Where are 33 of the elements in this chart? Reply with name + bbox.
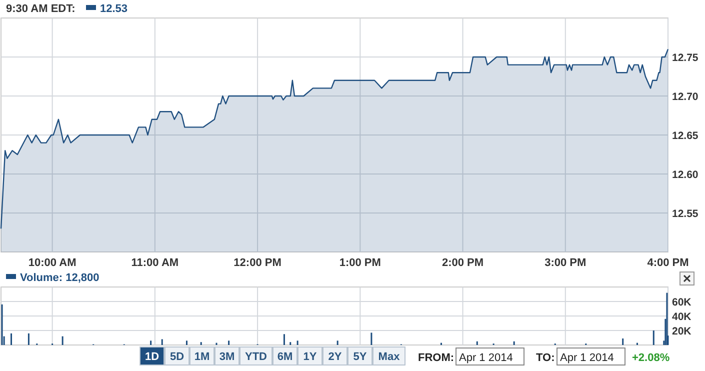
text: Apr 1 2014: [459, 352, 513, 364]
text: FROM:: [418, 352, 454, 364]
x-tick-label: 12:00 PM: [234, 257, 282, 269]
text: 2Y: [328, 351, 342, 363]
x-tick-label: 2:00 PM: [442, 257, 484, 269]
text: 1D: [144, 351, 160, 363]
y-tick-label: 12.60: [672, 169, 698, 181]
y-tick-label: 12.70: [672, 91, 698, 103]
text: YTD: [245, 351, 268, 363]
y-tick-label: 12.55: [672, 208, 698, 220]
text: 5Y: [353, 351, 368, 363]
y-tick-label: 20K: [672, 326, 692, 338]
text: Apr 1 2014: [560, 352, 614, 364]
x-tick-label: 3:00 PM: [544, 257, 586, 269]
text: TO:: [536, 352, 555, 364]
y-tick-label: 40K: [672, 311, 692, 323]
x-tick-label: 10:00 AM: [28, 257, 76, 269]
text: 9:30 AM EDT:: [6, 3, 76, 15]
text: 6M: [277, 351, 293, 363]
text: 5D: [170, 351, 184, 363]
legend-label: 12.53: [100, 3, 128, 15]
y-tick-label: 60K: [672, 296, 692, 308]
y-tick-label: 12.65: [672, 130, 698, 142]
y-tick-label: 12.75: [672, 52, 698, 64]
x-tick-label: 11:00 AM: [131, 257, 179, 269]
text: 1M: [194, 351, 210, 363]
text: 1Y: [303, 351, 318, 363]
legend-label: Volume: 12,800: [20, 272, 100, 284]
text: Max: [378, 351, 401, 363]
text: +2.08%: [632, 352, 670, 364]
text: 3M: [219, 351, 235, 363]
x-tick-label: 4:00 PM: [647, 257, 689, 269]
x-tick-label: 1:00 PM: [339, 257, 381, 269]
